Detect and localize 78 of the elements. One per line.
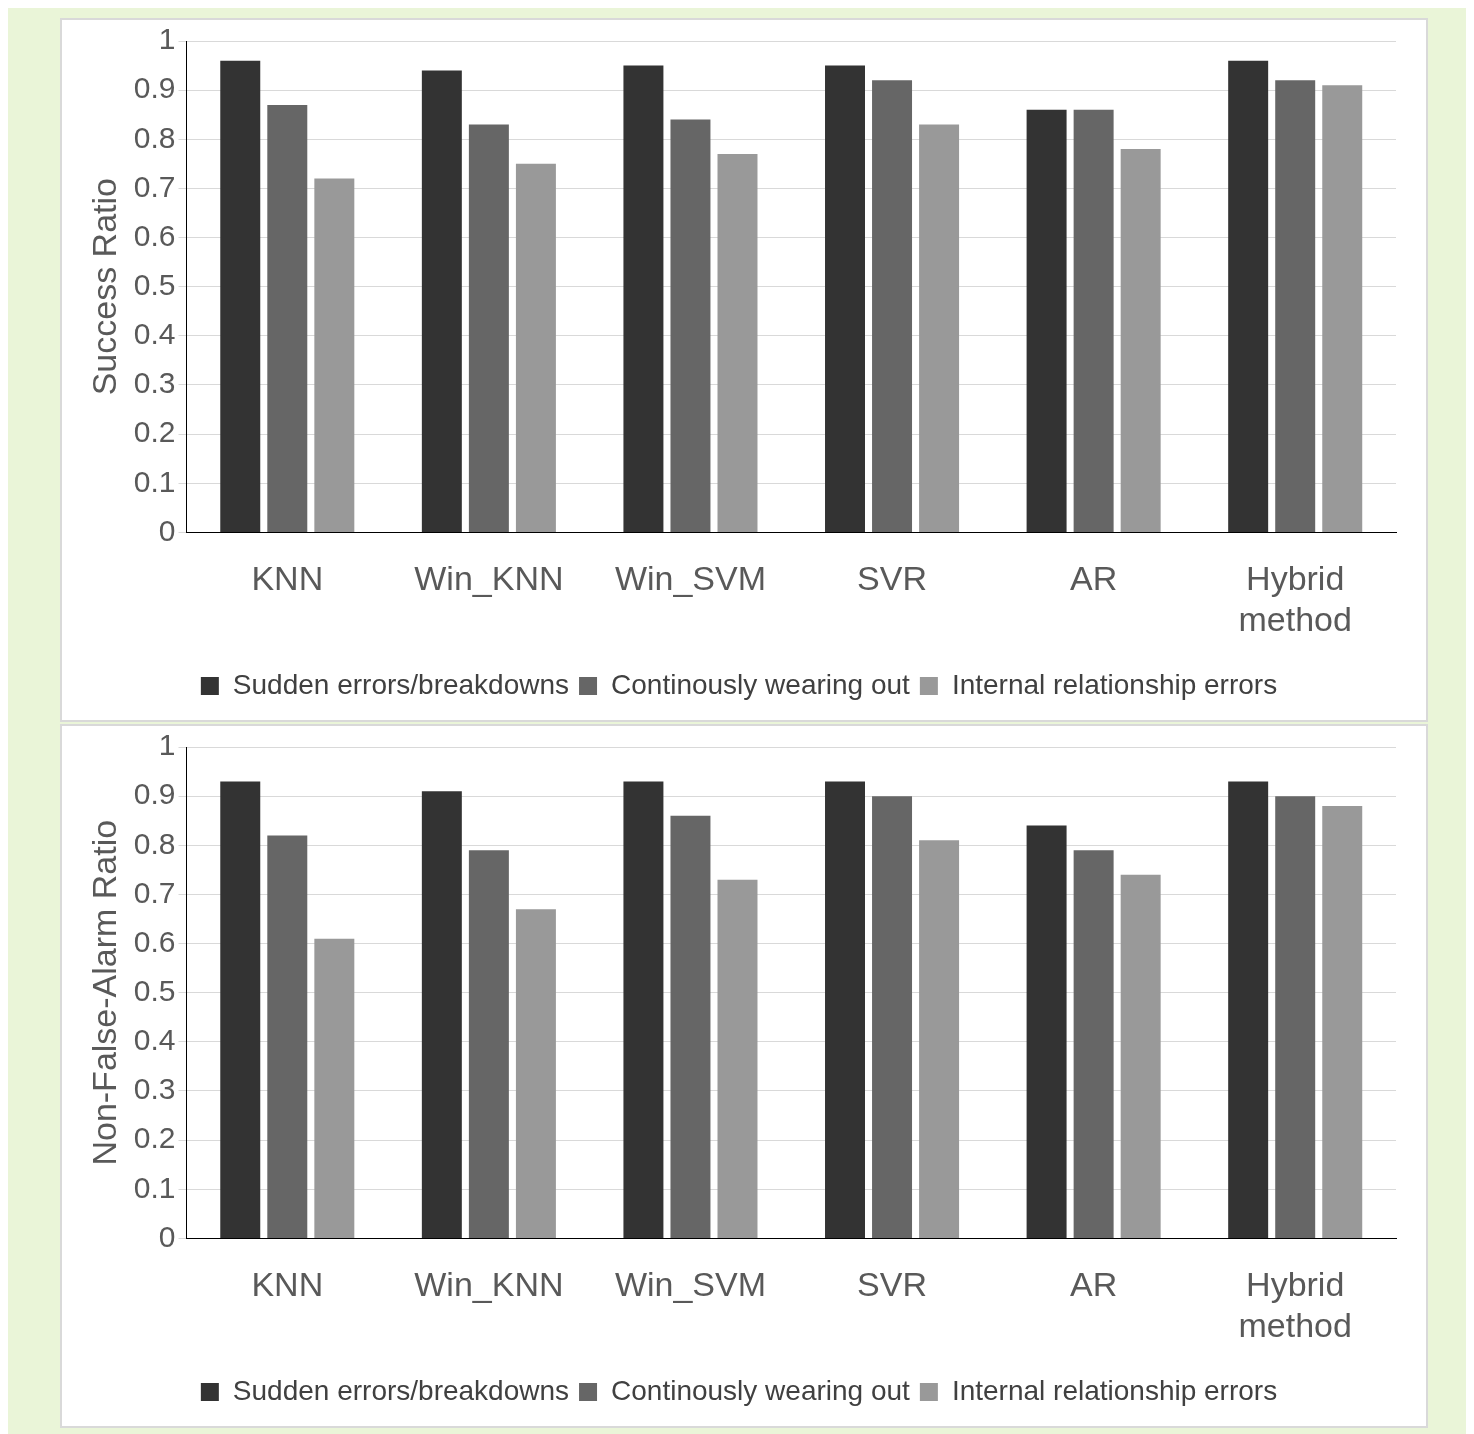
y-tick-label: 1: [158, 728, 176, 762]
y-tick-label: 0.1: [133, 464, 176, 498]
legend-label: Internal relationship errors: [951, 1374, 1278, 1406]
x-tick-label: SVR: [857, 559, 927, 598]
y-tick-label: 0.3: [133, 1072, 176, 1106]
y-tick-label: 0.8: [133, 826, 176, 860]
legend-label: Internal relationship errors: [951, 668, 1278, 700]
bar: [717, 154, 758, 532]
x-tick-label: KNN: [251, 1265, 324, 1304]
y-tick-label: 0.4: [133, 1023, 176, 1057]
x-tick-label: Hybrid method: [1238, 559, 1352, 638]
y-axis-title: Non-False-Alarm Ratio: [84, 819, 123, 1166]
bar: [872, 796, 913, 1238]
y-tick-label: 0.9: [133, 71, 176, 105]
bar: [1073, 109, 1114, 532]
bar: [1275, 80, 1316, 532]
y-tick-label: 0.4: [133, 317, 176, 351]
x-tick-label: AR: [1070, 559, 1118, 598]
bar: [1026, 109, 1067, 532]
bar: [220, 60, 261, 532]
y-tick-label: 0.2: [133, 1121, 176, 1155]
bar: [1322, 805, 1363, 1238]
bar: [421, 70, 462, 532]
bar: [515, 163, 556, 532]
bar: [1228, 60, 1269, 532]
x-tick-label: Win_SVM: [614, 1265, 767, 1304]
bar: [1073, 850, 1114, 1238]
bar: [919, 840, 960, 1238]
x-tick-label: Win_SVM: [614, 559, 767, 598]
y-tick-label: 0.7: [133, 169, 176, 203]
bar: [1228, 781, 1269, 1238]
y-tick-label: 0: [158, 1219, 176, 1253]
y-tick-label: 0.1: [133, 1170, 176, 1204]
bar: [1275, 796, 1316, 1238]
bar: [1120, 149, 1161, 532]
y-tick-label: 0.6: [133, 218, 176, 252]
bar: [267, 835, 308, 1238]
bar: [670, 815, 711, 1238]
y-tick-label: 0.3: [133, 366, 176, 400]
bar: [919, 124, 960, 532]
bar: [468, 124, 509, 532]
bar: [623, 65, 664, 532]
legend-label: Sudden errors/breakdowns: [232, 668, 570, 700]
y-tick-label: 1: [158, 22, 176, 56]
legend-label: Continously wearing out: [611, 1374, 911, 1406]
bar: [468, 850, 509, 1238]
bar: [623, 781, 664, 1238]
y-tick-label: 0.6: [133, 924, 176, 958]
bar: [220, 781, 261, 1238]
x-tick-label: Hybrid method: [1238, 1265, 1352, 1344]
bar: [1322, 85, 1363, 532]
y-tick-label: 0.9: [133, 777, 176, 811]
x-tick-label: KNN: [251, 559, 324, 598]
x-tick-label: AR: [1070, 1265, 1118, 1304]
x-tick-label: SVR: [857, 1265, 927, 1304]
bar: [1026, 825, 1067, 1238]
x-tick-label: Win_KNN: [414, 1265, 564, 1304]
y-tick-label: 0.5: [133, 267, 176, 301]
bar: [515, 909, 556, 1238]
bar: [717, 879, 758, 1238]
x-tick-label: Win_KNN: [414, 559, 564, 598]
bar: [421, 791, 462, 1238]
bar: [670, 119, 711, 532]
y-tick-label: 0.5: [133, 973, 176, 1007]
bar: [825, 781, 865, 1238]
bar: [872, 80, 913, 532]
y-tick-label: 0.8: [133, 120, 176, 154]
bar: [314, 178, 355, 532]
bar: [267, 104, 308, 532]
y-axis-title: Success Ratio: [84, 178, 123, 396]
y-tick-label: 0.2: [133, 415, 176, 449]
bar: [314, 938, 355, 1238]
bar: [825, 65, 865, 532]
legend-label: Sudden errors/breakdowns: [232, 1374, 570, 1406]
y-tick-label: 0: [158, 513, 176, 547]
legend-label: Continously wearing out: [611, 668, 911, 700]
bar: [1120, 874, 1161, 1238]
y-tick-label: 0.7: [133, 875, 176, 909]
